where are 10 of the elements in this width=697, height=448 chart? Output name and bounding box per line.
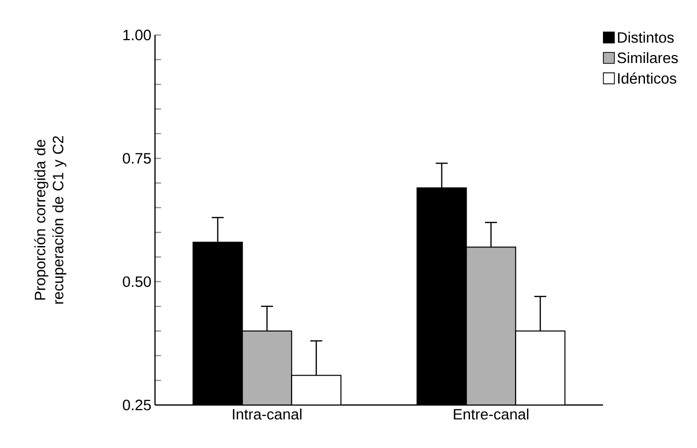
y-tick-label: 1.00 [123, 30, 151, 40]
y-axis-title: Proporción corregida de recuperación de C1 y C2 [34, 136, 66, 304]
x-tick-label: Intra-canal [232, 408, 302, 420]
legend-label: Distintos [618, 32, 674, 43]
y-tick-label: 0.25 [122, 400, 151, 410]
y-tick-label: 0.50 [122, 276, 151, 287]
x-tick-label: Entre-canal [454, 408, 528, 420]
y-tick-label: 0.75 [122, 153, 151, 164]
legend-label: Similares [617, 52, 678, 64]
legend-label: Idénticos [618, 72, 676, 84]
